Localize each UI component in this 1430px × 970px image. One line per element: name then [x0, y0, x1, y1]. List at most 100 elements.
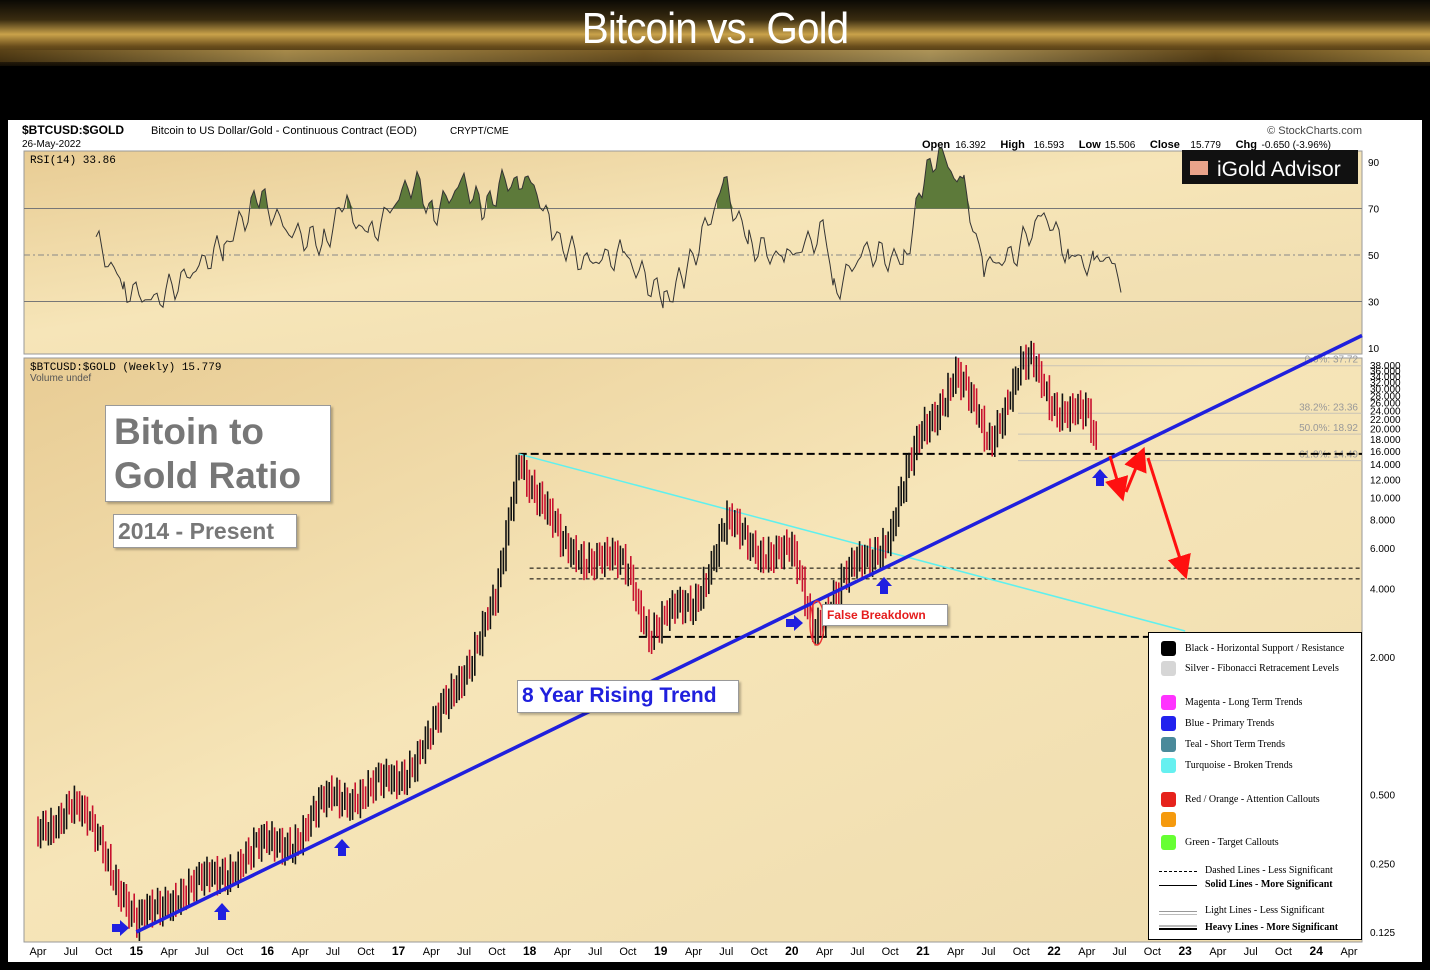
- price-tick-label: 2.000: [1370, 653, 1395, 664]
- support-arrow: [112, 920, 129, 936]
- price-y-ticks: 38.00036.00034.00032.00030.00028.00026.0…: [1370, 361, 1401, 939]
- x-tick-label: Jul: [981, 946, 995, 958]
- projection-arrow: [1124, 446, 1147, 493]
- legend-line-sample: [1159, 871, 1197, 872]
- rsi-ticks: 90 70 50 30 10: [1368, 158, 1380, 355]
- x-tick-label: 19: [654, 944, 668, 958]
- price-tick-label: 38.000: [1370, 361, 1401, 372]
- price-tick-label: 0.250: [1370, 859, 1395, 870]
- support-arrow: [876, 577, 892, 594]
- legend-swatch: [1161, 641, 1176, 656]
- x-tick-label: Jul: [1113, 946, 1127, 958]
- x-tick-label: Apr: [816, 946, 833, 958]
- ohlc-value: -0.650 (-3.96%): [1262, 140, 1331, 151]
- projection-arrow: [1105, 455, 1129, 502]
- broken-trend-line: [518, 453, 1186, 632]
- legend-line-sample: [1159, 911, 1197, 912]
- legend-label: Magenta - Long Term Trends: [1185, 697, 1303, 708]
- fib-label: 38.2%: 23.36: [1299, 402, 1358, 413]
- legend-line-label: Heavy Lines - More Significant: [1205, 922, 1339, 933]
- price-tick-label: 28.000: [1370, 391, 1401, 402]
- rsi-label: RSI(14) 33.86: [30, 155, 116, 167]
- logo-text: iGold Advisor: [1217, 158, 1341, 181]
- price-tick-label: 0.125: [1370, 928, 1395, 939]
- x-tick-label: Apr: [685, 946, 702, 958]
- ohlc-readout: Open 16.392 High 16.593 Low 15.506 Close 15.779…: [922, 139, 1331, 151]
- price-bars: [37, 340, 1097, 941]
- x-tick-label: 20: [785, 944, 799, 958]
- x-tick-label: Apr: [1078, 946, 1095, 958]
- ohlc-value: 15.779: [1190, 140, 1221, 151]
- rsi-line: [95, 147, 1122, 309]
- rsi-tick-label: 50: [1368, 251, 1380, 262]
- support-arrow: [334, 839, 350, 856]
- x-tick-label: Oct: [357, 946, 374, 958]
- period-box: 2014 - Present: [113, 514, 297, 548]
- symbol-description: Bitcoin to US Dollar/Gold - Continuous C…: [151, 125, 417, 137]
- x-tick-label: Apr: [161, 946, 178, 958]
- legend-line-label: Solid Lines - More Significant: [1205, 879, 1333, 890]
- chart-frame: $BTCUSD:$GOLD Bitcoin to US Dollar/Gold …: [8, 120, 1422, 962]
- x-tick-label: Apr: [29, 946, 46, 958]
- x-axis-ticks: Apr Jul Oct 15 Apr Jul Oct 16 Apr Jul Oct 17 Apr Jul O…: [29, 944, 1357, 958]
- x-tick-label: 23: [1178, 944, 1192, 958]
- ohlc-key: Chg: [1236, 139, 1257, 151]
- rsi-tick-label: 90: [1368, 158, 1380, 169]
- fib-levels: 0.0%: 37.72 38.2%: 23.36 50.0%: 18.92 61.8%…: [1018, 355, 1362, 462]
- rising-trend-line: [135, 333, 1363, 934]
- price-tick-label: 32.000: [1370, 378, 1401, 389]
- x-tick-label: Oct: [95, 946, 112, 958]
- legend-line-sample: [1159, 885, 1197, 886]
- x-tick-label: Oct: [750, 946, 767, 958]
- legend-label: Silver - Fibonacci Retracement Levels: [1185, 663, 1339, 674]
- x-tick-label: 22: [1047, 944, 1061, 958]
- price-tick-label: 16.000: [1370, 447, 1401, 458]
- logo-icon: [1190, 161, 1208, 175]
- legend-label: Teal - Short Term Trends: [1185, 739, 1286, 750]
- price-tick-label: 30.000: [1370, 384, 1401, 395]
- x-tick-label: Jul: [588, 946, 602, 958]
- ohlc-value: 16.593: [1034, 140, 1065, 151]
- trend-label: 8 Year Rising Trend: [522, 684, 717, 707]
- legend-line-label: Dashed Lines - Less Significant: [1205, 865, 1333, 876]
- ratio-title-line2: Gold Ratio: [114, 455, 302, 496]
- price-tick-label: 36.000: [1370, 366, 1401, 377]
- x-tick-label: 17: [392, 944, 406, 958]
- x-tick-label: Apr: [554, 946, 571, 958]
- rsi-tick-label: 10: [1368, 344, 1380, 355]
- trend-label-box: 8 Year Rising Trend: [517, 680, 739, 713]
- x-tick-label: Oct: [1144, 946, 1161, 958]
- legend-label: Red / Orange - Attention Callouts: [1185, 794, 1320, 805]
- period-label: 2014 - Present: [118, 518, 274, 544]
- price-tick-label: 0.500: [1370, 791, 1395, 802]
- support-arrow: [214, 903, 230, 920]
- fib-label: 50.0%: 18.92: [1299, 423, 1358, 434]
- x-tick-label: Apr: [423, 946, 440, 958]
- ohlc-key: Close: [1150, 139, 1180, 151]
- support-arrow: [786, 615, 803, 631]
- x-tick-label: Jul: [64, 946, 78, 958]
- legend-swatch: [1161, 737, 1176, 752]
- rsi-tick-label: 70: [1368, 205, 1380, 216]
- x-tick-label: Apr: [292, 946, 309, 958]
- x-tick-label: Oct: [619, 946, 636, 958]
- x-tick-label: 16: [261, 944, 275, 958]
- legend-swatch: [1161, 835, 1176, 850]
- price-tick-label: 14.000: [1370, 460, 1401, 471]
- x-tick-label: Apr: [947, 946, 964, 958]
- ohlc-key: Open: [922, 139, 950, 151]
- legend-line-label: Light Lines - Less Significant: [1205, 905, 1325, 916]
- x-tick-label: Jul: [195, 946, 209, 958]
- ohlc-key: High: [1000, 139, 1025, 151]
- date-label: 26-May-2022: [22, 139, 81, 150]
- price-tick-label: 20.000: [1370, 425, 1401, 436]
- ratio-title-box: Bitoin to Gold Ratio: [105, 405, 331, 502]
- false-breakdown-label: False Breakdown: [827, 608, 926, 622]
- x-tick-label: 15: [130, 944, 144, 958]
- exchange-label: CRYPT/CME: [450, 126, 509, 137]
- support-arrow: [1092, 469, 1108, 486]
- legend: Black - Horizontal Support / Resistance S…: [1148, 632, 1362, 940]
- legend-label: Green - Target Callouts: [1185, 837, 1279, 848]
- x-tick-label: 18: [523, 944, 537, 958]
- rsi-tick-label: 30: [1368, 298, 1380, 309]
